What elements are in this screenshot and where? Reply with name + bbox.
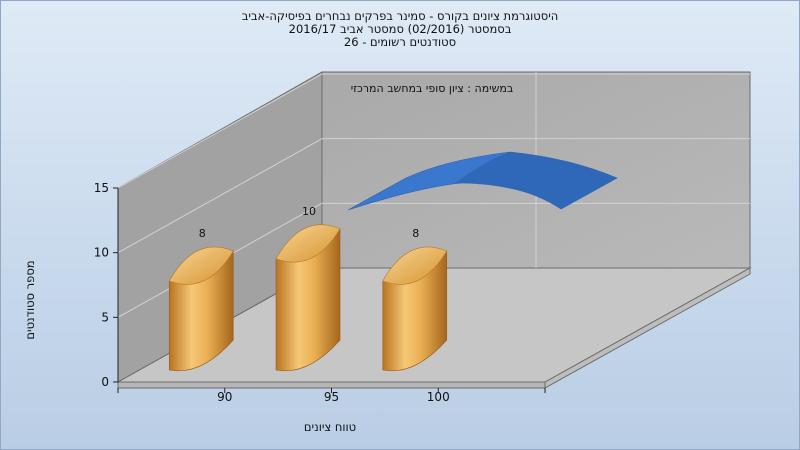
bar-data-label: 8 xyxy=(412,227,419,240)
bar-body xyxy=(275,228,341,372)
bar-cap xyxy=(382,246,448,285)
left-wall-grid-line xyxy=(117,73,323,189)
histogram-bar xyxy=(275,224,341,372)
bar-data-label: 8 xyxy=(199,227,206,240)
histogram-bar xyxy=(168,246,234,372)
chart-annotation: במשימה : ציון סופי במחשב המרכזי xyxy=(351,82,514,95)
bar-cap xyxy=(168,246,234,285)
chart-base-front xyxy=(117,381,546,389)
left-wall-grid-line xyxy=(117,138,323,254)
x-tick-label: 100 xyxy=(427,390,450,404)
y-tick-label: 15 xyxy=(94,181,109,195)
y-axis-label: מספר סטודנטים xyxy=(23,260,37,340)
y-tick-label: 0 xyxy=(101,375,109,389)
x-axis-label: טווח ציונים xyxy=(303,420,357,434)
histogram-bar xyxy=(382,246,448,372)
chart-title-line-1: היסטוגרמת ציונים בקורס - סמינר בפרקים נב… xyxy=(241,9,559,23)
y-tick-label: 5 xyxy=(101,310,109,324)
chart-title: היסטוגרמת ציונים בקורס - סמינר בפרקים נב… xyxy=(0,10,800,49)
chart-title-line-3: סטודנטים רשומים - 26 xyxy=(343,35,457,49)
x-tick-label: 95 xyxy=(324,390,339,404)
y-tick-label: 10 xyxy=(94,246,109,260)
distribution-curve-shade xyxy=(455,152,617,209)
bar-data-label: 10 xyxy=(302,205,316,218)
x-tick-label: 90 xyxy=(217,390,232,404)
bar-cap xyxy=(275,224,341,263)
chart-title-line-2: בסמסטר (02/2016) סמסטר אביב 2016/17 xyxy=(288,22,512,36)
